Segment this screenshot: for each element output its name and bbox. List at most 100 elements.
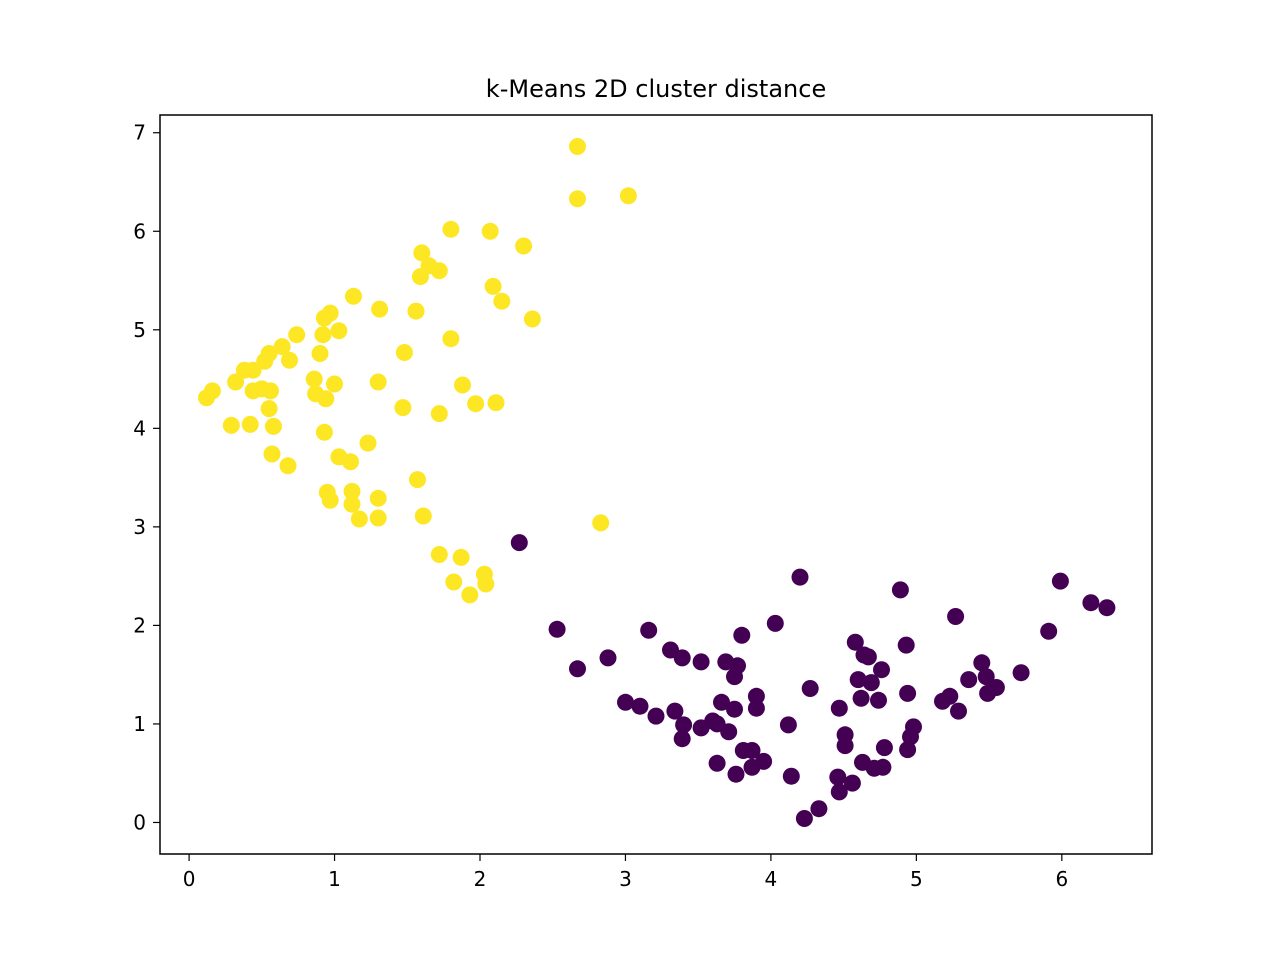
y-tick-label: 5: [133, 318, 146, 342]
data-point-cluster-1-62: [414, 507, 432, 525]
data-point-cluster-1-32: [369, 373, 387, 391]
data-point-cluster-0-30: [862, 674, 880, 692]
data-point-cluster-0-8: [548, 620, 566, 638]
data-point-cluster-0-65: [708, 754, 726, 772]
y-tick-label: 6: [133, 219, 146, 243]
data-point-cluster-0-35: [747, 687, 765, 705]
data-point-cluster-1-45: [394, 399, 412, 417]
data-point-cluster-1-55: [279, 457, 297, 475]
data-point-cluster-0-47: [666, 702, 684, 720]
data-point-cluster-1-9: [411, 268, 429, 286]
data-point-cluster-0-23: [569, 660, 586, 678]
data-point-cluster-0-42: [631, 697, 649, 715]
data-point-cluster-0-59: [836, 737, 854, 755]
data-point-cluster-0-3: [891, 581, 909, 599]
data-point-cluster-1-43: [487, 394, 505, 412]
data-point-cluster-1-4: [481, 222, 499, 240]
data-point-cluster-1-63: [369, 509, 387, 527]
data-point-cluster-1-49: [265, 417, 282, 435]
data-point-cluster-1-58: [343, 482, 361, 500]
data-point-cluster-0-69: [865, 759, 883, 777]
data-point-cluster-0-19: [692, 653, 710, 671]
data-point-cluster-1-61: [369, 489, 387, 507]
data-point-cluster-0-13: [897, 636, 915, 654]
data-point-cluster-0-2: [1051, 572, 1069, 590]
data-point-cluster-1-52: [263, 445, 281, 463]
data-point-cluster-1-26: [256, 352, 274, 370]
data-point-cluster-1-11: [493, 292, 511, 310]
data-point-cluster-0-29: [960, 671, 978, 689]
data-point-cluster-0-22: [973, 654, 991, 672]
data-point-cluster-1-24: [311, 345, 329, 362]
data-point-cluster-0-40: [617, 693, 634, 711]
data-point-cluster-0-46: [950, 702, 967, 720]
y-tick-label: 4: [133, 416, 146, 440]
x-tick-label: 3: [619, 867, 632, 891]
data-point-cluster-1-56: [409, 471, 426, 489]
data-point-cluster-1-64: [350, 510, 368, 528]
data-point-cluster-0-38: [870, 691, 887, 709]
data-point-cluster-1-0: [569, 138, 586, 155]
data-point-cluster-1-15: [523, 310, 541, 328]
data-point-cluster-0-12: [846, 633, 864, 651]
data-point-cluster-0-39: [934, 692, 951, 710]
x-tick-label: 5: [910, 867, 923, 891]
data-point-cluster-0-26: [726, 668, 743, 686]
data-point-cluster-1-21: [442, 330, 460, 348]
data-point-cluster-1-65: [592, 514, 610, 532]
data-point-cluster-1-41: [198, 389, 215, 407]
data-point-cluster-0-6: [947, 608, 965, 625]
data-point-cluster-0-53: [692, 719, 710, 737]
data-point-cluster-1-20: [288, 326, 306, 344]
data-point-cluster-1-2: [619, 187, 637, 205]
data-point-cluster-0-51: [779, 716, 797, 734]
y-tick-label: 7: [133, 121, 146, 145]
y-tick-label: 3: [133, 515, 146, 539]
data-point-cluster-1-40: [317, 390, 335, 408]
data-point-cluster-1-51: [359, 434, 377, 452]
data-point-cluster-1-47: [222, 416, 240, 434]
data-point-cluster-0-24: [873, 661, 890, 679]
data-point-cluster-1-22: [273, 338, 291, 356]
data-point-cluster-1-66: [430, 546, 448, 563]
data-point-cluster-0-0: [510, 534, 528, 552]
data-point-cluster-1-6: [413, 244, 431, 262]
data-point-cluster-0-41: [713, 693, 730, 711]
data-point-cluster-0-57: [673, 730, 691, 748]
data-point-cluster-0-75: [810, 800, 828, 818]
data-point-cluster-0-71: [782, 767, 800, 785]
data-point-cluster-0-76: [795, 810, 813, 827]
data-point-cluster-1-48: [241, 415, 259, 433]
data-point-cluster-0-4: [1082, 594, 1100, 612]
data-point-cluster-0-37: [852, 689, 870, 707]
data-point-cluster-1-30: [227, 373, 245, 391]
data-point-cluster-1-1: [569, 190, 586, 208]
data-point-cluster-0-45: [830, 699, 848, 717]
data-point-cluster-0-73: [843, 774, 861, 792]
data-point-cluster-1-25: [395, 344, 413, 361]
data-point-cluster-0-1: [791, 568, 809, 586]
data-point-cluster-1-44: [260, 400, 278, 418]
data-point-cluster-0-33: [979, 684, 997, 702]
data-point-cluster-1-42: [467, 395, 485, 413]
data-point-cluster-0-60: [875, 739, 893, 757]
data-point-cluster-0-10: [1040, 622, 1058, 640]
y-axis: 0 1 2 3 4 5 6 7: [133, 121, 160, 834]
data-point-cluster-0-5: [1098, 599, 1116, 617]
data-point-cluster-1-3: [442, 220, 460, 238]
data-point-cluster-1-59: [321, 491, 339, 509]
data-point-cluster-1-13: [371, 300, 389, 318]
data-point-cluster-1-8: [430, 262, 448, 280]
data-point-cluster-0-72: [829, 768, 847, 786]
data-point-cluster-1-34: [454, 376, 471, 394]
x-axis: 0 1 2 3 4 5 6: [183, 854, 1068, 891]
data-point-cluster-0-58: [902, 728, 919, 746]
data-point-cluster-1-31: [305, 370, 323, 388]
data-point-cluster-0-32: [801, 680, 819, 697]
x-tick-label: 1: [328, 867, 341, 891]
y-tick-label: 2: [133, 613, 146, 637]
data-point-cluster-1-18: [330, 322, 348, 340]
x-tick-label: 2: [474, 867, 487, 891]
y-tick-label: 0: [133, 810, 146, 834]
